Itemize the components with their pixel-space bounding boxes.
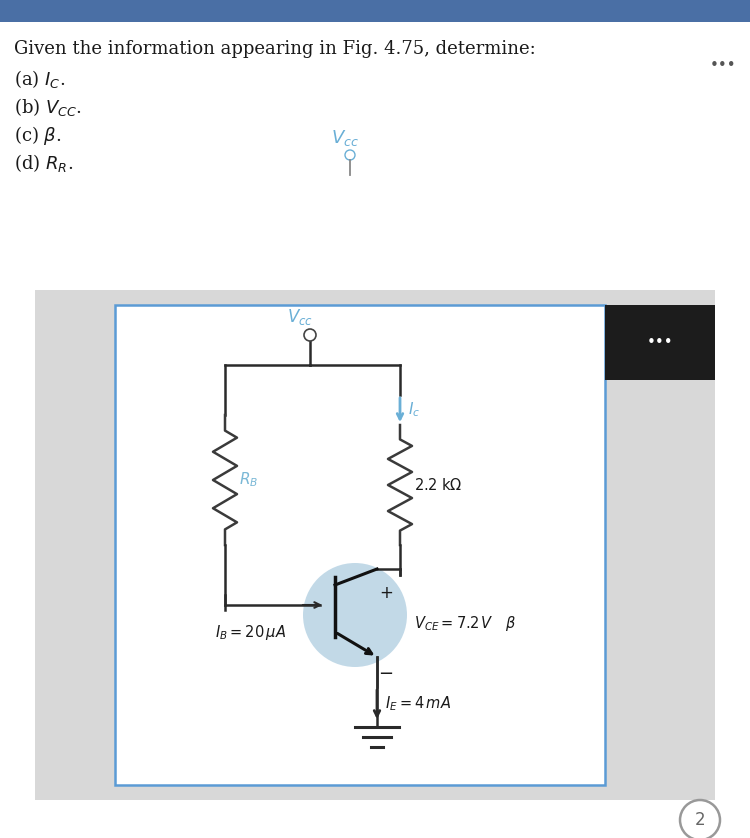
Text: $V_{CE} = 7.2\,V\quad\beta$: $V_{CE} = 7.2\,V\quad\beta$ [414, 613, 516, 633]
Text: $I_E = 4\,mA$: $I_E = 4\,mA$ [385, 695, 451, 713]
Bar [35, 290, 715, 800]
Text: +: + [379, 584, 393, 602]
Bar [605, 305, 715, 380]
Circle shape [680, 800, 720, 838]
Text: (d) $R_R$.: (d) $R_R$. [14, 152, 74, 174]
Text: Given the information appearing in Fig. 4.75, determine:: Given the information appearing in Fig. … [14, 40, 536, 58]
Bar [115, 305, 605, 785]
Circle shape [345, 150, 355, 160]
Text: $V_{cc}$: $V_{cc}$ [287, 307, 313, 327]
Text: $I_B = 20\,\mu A$: $I_B = 20\,\mu A$ [215, 623, 286, 642]
Text: −: − [379, 665, 394, 683]
Text: •••: ••• [646, 334, 674, 349]
Text: (a) $I_C$.: (a) $I_C$. [14, 68, 65, 90]
Bar [0, 0, 750, 22]
Text: (b) $V_{CC}$.: (b) $V_{CC}$. [14, 96, 82, 118]
Text: 2: 2 [694, 811, 705, 829]
Text: •••: ••• [710, 58, 736, 73]
Text: 2.2 k$\Omega$: 2.2 k$\Omega$ [414, 477, 462, 493]
Text: $I_c$: $I_c$ [408, 401, 420, 419]
Text: (c) $\beta$.: (c) $\beta$. [14, 124, 62, 147]
Circle shape [304, 329, 316, 341]
Circle shape [303, 563, 407, 667]
Text: $R_B$: $R_B$ [239, 471, 258, 489]
Text: $V_{cc}$: $V_{cc}$ [331, 128, 359, 148]
